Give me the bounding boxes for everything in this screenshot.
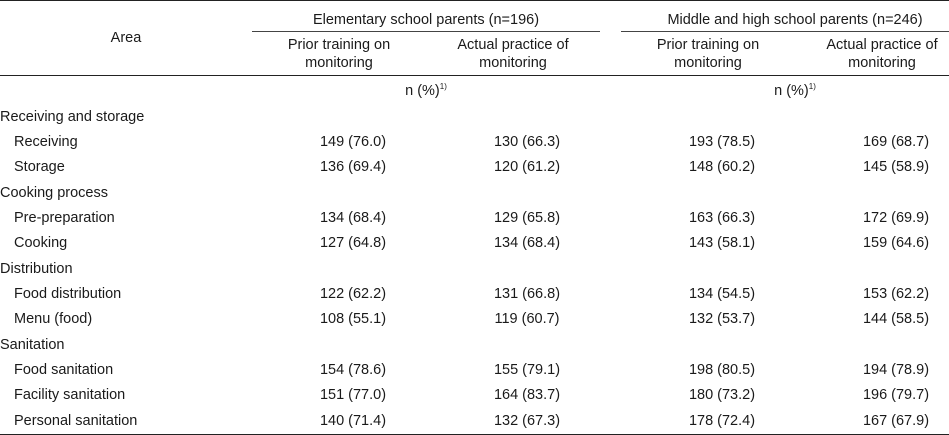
- group-header-middle-high: Middle and high school parents (n=246): [621, 1, 949, 32]
- cell-middle-high-actual: 169 (68.7): [862, 133, 930, 150]
- cell-middle-high-prior: 198 (80.5): [688, 361, 756, 378]
- cell-middle-high-prior: 193 (78.5): [688, 133, 756, 150]
- cell-elementary-prior: 140 (71.4): [252, 408, 426, 435]
- table-row: Facility sanitation 151 (77.0) 164 (83.7…: [0, 383, 949, 409]
- cell-middle-high-prior: 178 (72.4): [621, 408, 795, 435]
- unit-label-elementary: n (%)1): [405, 81, 447, 99]
- cell-elementary-actual: 129 (65.8): [493, 209, 561, 226]
- cell-elementary-actual: 155 (79.1): [493, 361, 561, 378]
- cell-middle-high-prior: 143 (58.1): [688, 235, 756, 252]
- cell-elementary-actual: 132 (67.3): [426, 408, 600, 435]
- cell-elementary-actual: 120 (61.2): [493, 159, 561, 176]
- row-label: Storage: [14, 159, 65, 176]
- table-row: Storage 136 (69.4) 120 (61.2) 148 (60.2)…: [0, 155, 949, 181]
- cell-middle-high-prior: 134 (54.5): [688, 285, 756, 302]
- row-label: Menu (food): [14, 311, 93, 328]
- section-title: Distribution: [0, 260, 73, 277]
- table-row: Cooking 127 (64.8) 134 (68.4) 143 (58.1)…: [0, 231, 949, 257]
- table-row: Food sanitation 154 (78.6) 155 (79.1) 19…: [0, 357, 949, 383]
- cell-middle-high-actual: 172 (69.9): [862, 209, 930, 226]
- table-row: Receiving 149 (76.0) 130 (66.3) 193 (78.…: [0, 129, 949, 155]
- cell-elementary-prior: 149 (76.0): [319, 133, 387, 150]
- table-row: Food distribution 122 (62.2) 131 (66.8) …: [0, 281, 949, 307]
- cell-middle-high-prior: 180 (73.2): [688, 387, 756, 404]
- cell-elementary-prior: 127 (64.8): [319, 235, 387, 252]
- table-row: Pre-preparation 134 (68.4) 129 (65.8) 16…: [0, 205, 949, 231]
- cell-elementary-actual: 119 (60.7): [494, 311, 560, 328]
- col-header-middle-high-actual: Actual practice of monitoring: [795, 31, 949, 76]
- cell-elementary-prior: 151 (77.0): [319, 387, 387, 404]
- cell-middle-high-actual: 194 (78.9): [862, 361, 930, 378]
- cell-middle-high-prior: 132 (53.7): [688, 311, 756, 328]
- cell-elementary-prior: 154 (78.6): [319, 361, 387, 378]
- row-label: Food distribution: [14, 285, 122, 302]
- section-title: Sanitation: [0, 336, 65, 353]
- row-label: Facility sanitation: [14, 387, 126, 404]
- row-label: Personal sanitation: [0, 408, 252, 435]
- cell-elementary-prior: 136 (69.4): [319, 159, 387, 176]
- cell-elementary-prior: 122 (62.2): [319, 285, 387, 302]
- cell-elementary-actual: 164 (83.7): [493, 387, 561, 404]
- section-title: Receiving and storage: [0, 108, 145, 125]
- cell-middle-high-actual: 159 (64.6): [862, 235, 930, 252]
- cell-elementary-actual: 134 (68.4): [493, 235, 561, 252]
- row-label: Food sanitation: [14, 361, 114, 378]
- row-label: Receiving: [14, 133, 78, 150]
- row-label: Cooking: [14, 235, 68, 252]
- table-row: Personal sanitation 140 (71.4) 132 (67.3…: [0, 408, 949, 435]
- cell-elementary-prior: 134 (68.4): [319, 209, 387, 226]
- cell-elementary-actual: 130 (66.3): [493, 133, 561, 150]
- table-row: Menu (food) 108 (55.1) 119 (60.7) 132 (5…: [0, 307, 949, 333]
- cell-middle-high-actual: 196 (79.7): [862, 387, 930, 404]
- cell-middle-high-actual: 153 (62.2): [862, 285, 930, 302]
- cell-middle-high-actual: 144 (58.5): [862, 311, 930, 328]
- cell-middle-high-prior: 148 (60.2): [688, 159, 756, 176]
- cell-middle-high-prior: 163 (66.3): [688, 209, 756, 226]
- area-header: Area: [0, 1, 252, 76]
- cell-elementary-prior: 108 (55.1): [319, 311, 387, 328]
- col-header-elementary-prior: Prior training on monitoring: [252, 31, 426, 76]
- col-header-middle-high-prior: Prior training on monitoring: [621, 31, 795, 76]
- row-label: Pre-preparation: [14, 209, 115, 226]
- unit-label-middle-high: n (%)1): [774, 81, 816, 99]
- cell-elementary-actual: 131 (66.8): [493, 285, 561, 302]
- group-header-elementary: Elementary school parents (n=196): [252, 1, 600, 32]
- cell-middle-high-actual: 167 (67.9): [795, 408, 949, 435]
- cell-middle-high-actual: 145 (58.9): [862, 159, 930, 176]
- col-header-elementary-actual: Actual practice of monitoring: [426, 31, 600, 76]
- section-title: Cooking process: [0, 184, 108, 201]
